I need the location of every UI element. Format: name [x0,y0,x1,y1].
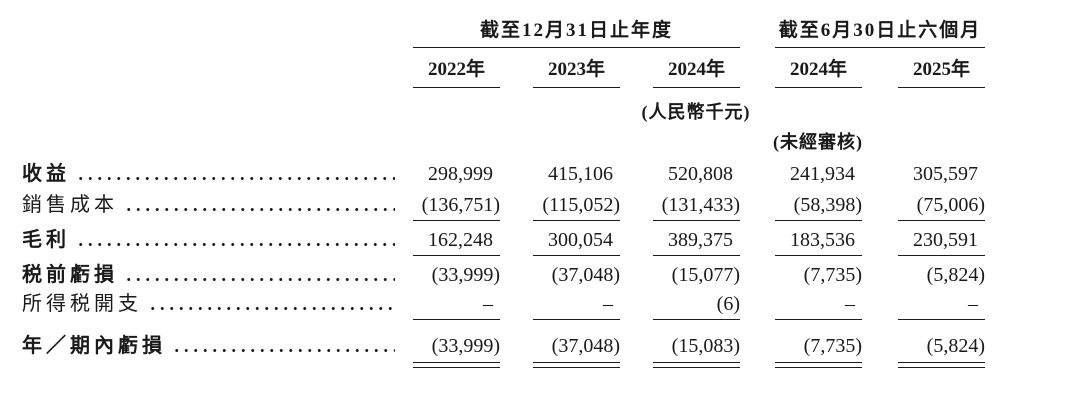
row-label-block: 銷售成本 [22,193,395,217]
col-header-2023: 2023年 [533,59,620,88]
row-label-block: 毛利 [22,228,395,252]
cell-gross-profit-fy2024: 389,375 [653,228,740,256]
cell-loss-before-tax-1h2024: (7,735) [803,264,862,286]
period-header-interim: 截至6月30日止六個月 [775,20,985,48]
col-header-2024: 2024年 [653,59,740,88]
cell-income-tax-fy2024: (6) [653,292,740,320]
cell-revenue-fy2022: 298,999 [428,163,493,185]
cell-income-tax-1h2024: – [775,292,862,320]
dot-leader [122,278,395,281]
cell-cost-of-sales-1h2025: (75,006) [898,193,985,221]
cell-cost-of-sales-fy2023: (115,052) [533,193,620,221]
row-label-block: 年／期內虧損 [22,334,395,358]
cell-period-loss-fy2023: (37,048) [533,334,620,368]
cell-cost-of-sales-fy2024: (131,433) [653,193,740,221]
row-loss-for-the-year-period: 年／期內虧損 (33,999) (37,048) (15,083) (7,735… [22,334,985,368]
cell-loss-before-tax-fy2024: (15,077) [671,264,740,286]
period-header-annual: 截至12月31日止年度 [413,20,740,48]
dot-leader [74,177,395,180]
row-label: 年／期內虧損 [22,335,166,357]
currency-unit-note: (人民幣千元) [641,102,751,122]
col-header-2024-interim: 2024年 [775,59,862,88]
cell-cost-of-sales-1h2024: (58,398) [775,193,862,221]
row-label-block: 收益 [22,162,395,186]
period-headers-row: 截至12月31日止年度 截至6月30日止六個月 [22,20,985,48]
dot-leader [74,243,395,246]
cell-gross-profit-fy2022: 162,248 [413,228,500,256]
col-header-2022: 2022年 [413,59,500,88]
dot-leader [122,208,395,211]
row-label: 毛利 [22,229,70,251]
cell-gross-profit-1h2025: 230,591 [898,228,985,256]
cell-period-loss-1h2024: (7,735) [775,334,862,368]
row-label: 税前虧損 [22,264,118,286]
cell-period-loss-1h2025: (5,824) [898,334,985,368]
cell-revenue-1h2024: 241,934 [790,163,855,185]
row-label: 收益 [22,163,70,185]
row-gross-profit: 毛利 162,248 300,054 389,375 183,536 230,5… [22,228,985,256]
cell-period-loss-fy2024: (15,083) [653,334,740,368]
cell-revenue-fy2024: 520,808 [668,163,733,185]
unaudited-note-row: (未經審核) [22,130,985,154]
unaudited-note: (未經審核) [773,132,863,152]
cell-period-loss-fy2022: (33,999) [413,334,500,368]
cell-revenue-1h2025: 305,597 [913,163,978,185]
row-label-block: 所得税開支 [22,292,395,316]
col-header-2025-interim: 2025年 [898,59,985,88]
row-income-tax-expense: 所得税開支 – – (6) – – [22,292,985,320]
cell-income-tax-fy2022: – [413,292,500,320]
dot-leader [170,349,395,352]
year-headers-row: 2022年 2023年 2024年 2024年 2025年 [22,59,985,88]
cell-gross-profit-1h2024: 183,536 [775,228,862,256]
unit-note-row: (人民幣千元) [22,100,985,124]
row-revenue: 收益 298,999 415,106 520,808 241,934 305,5… [22,162,985,186]
cell-loss-before-tax-fy2023: (37,048) [551,264,620,286]
row-label: 所得税開支 [22,293,142,315]
cell-income-tax-1h2025: – [898,292,985,320]
cell-loss-before-tax-1h2025: (5,824) [926,264,985,286]
cell-income-tax-fy2023: – [533,292,620,320]
row-cost-of-sales: 銷售成本 (136,751) (115,052) (131,433) (58,3… [22,193,985,221]
dot-leader [146,307,395,310]
row-label: 銷售成本 [22,194,118,216]
row-label-block: 税前虧損 [22,263,395,287]
cell-revenue-fy2023: 415,106 [548,163,613,185]
cell-cost-of-sales-fy2022: (136,751) [413,193,500,221]
cell-loss-before-tax-fy2022: (33,999) [431,264,500,286]
row-loss-before-tax: 税前虧損 (33,999) (37,048) (15,077) (7,735) … [22,263,985,287]
cell-gross-profit-fy2023: 300,054 [533,228,620,256]
